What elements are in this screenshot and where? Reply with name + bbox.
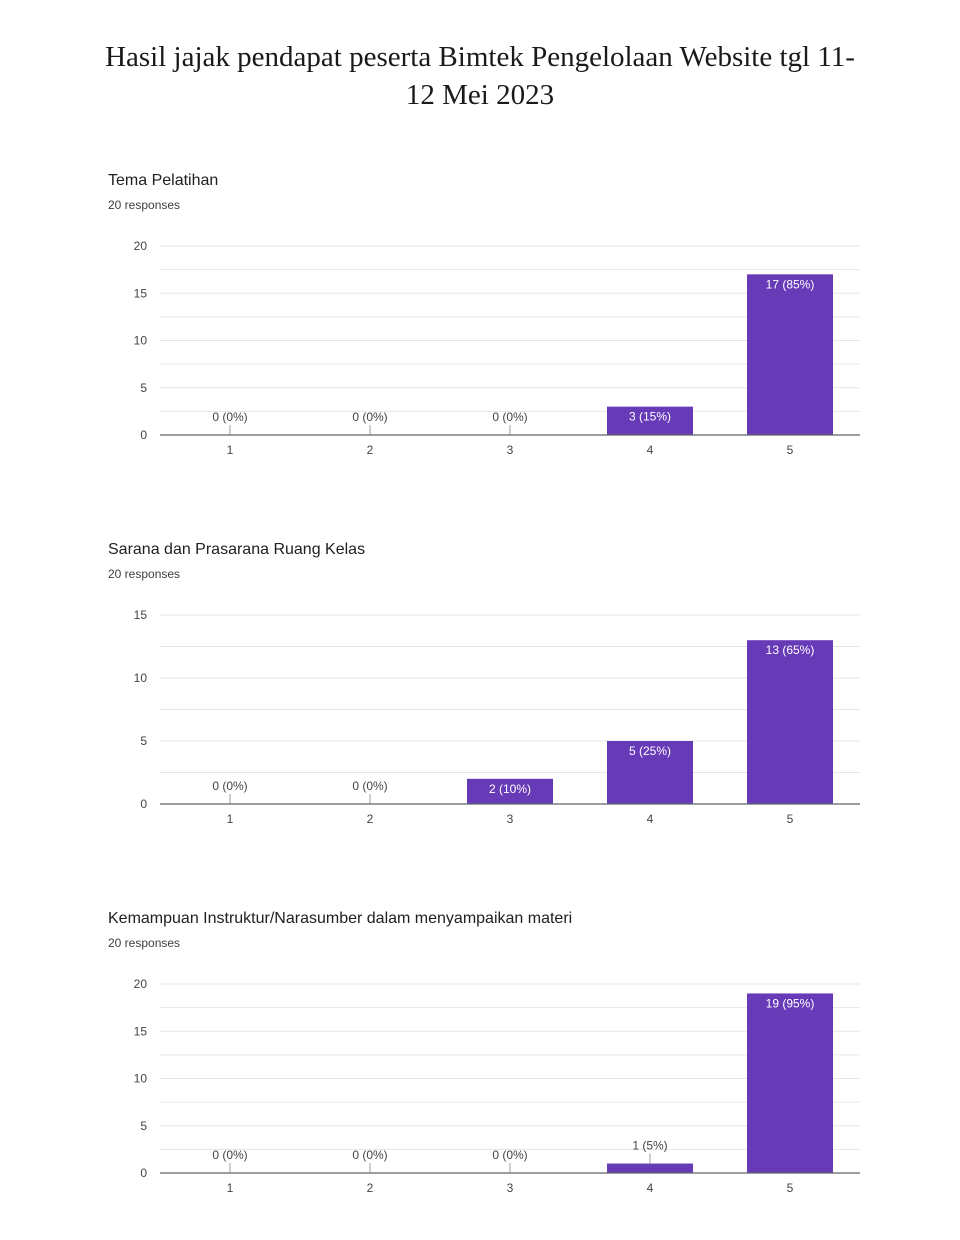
x-tick-label: 2 bbox=[367, 1181, 374, 1195]
y-tick-label: 10 bbox=[134, 671, 148, 685]
data-label: 0 (0%) bbox=[212, 410, 247, 424]
x-tick-label: 1 bbox=[227, 812, 234, 826]
x-tick-label: 2 bbox=[367, 443, 374, 457]
y-tick-label: 5 bbox=[140, 734, 147, 748]
data-label: 0 (0%) bbox=[212, 779, 247, 793]
x-tick-label: 4 bbox=[647, 1181, 654, 1195]
bar bbox=[607, 406, 693, 435]
x-tick-label: 4 bbox=[647, 812, 654, 826]
bar-chart: 0 5 10 15 0 (0%) 1 0 (0%) 2 2 (10%) 3 5 (25%) 4 13 (… bbox=[134, 608, 860, 826]
chart-response-count: 20 responses bbox=[108, 936, 181, 950]
bar-chart: 0 5 10 15 20 0 (0%) 1 0 (0%) 2 0 (0%) 3 3 (15%) 4 17 … bbox=[134, 239, 860, 457]
data-label: 0 (0%) bbox=[212, 1148, 247, 1162]
bar bbox=[747, 640, 833, 804]
bar bbox=[607, 741, 693, 804]
data-label: 3 (15%) bbox=[629, 410, 671, 424]
y-tick-label: 15 bbox=[134, 1024, 148, 1038]
data-label: 0 (0%) bbox=[492, 410, 527, 424]
y-tick-label: 10 bbox=[134, 334, 148, 348]
bar bbox=[467, 778, 553, 804]
data-label: 0 (0%) bbox=[492, 1148, 527, 1162]
y-tick-label: 20 bbox=[134, 977, 148, 991]
bar bbox=[607, 1163, 693, 1173]
page-title-line-1: Hasil jajak pendapat peserta Bimtek Peng… bbox=[105, 41, 855, 73]
x-tick-label: 5 bbox=[787, 1181, 794, 1195]
chart-sarana-prasarana: Sarana dan Prasarana Ruang Kelas 20 resp… bbox=[0, 541, 960, 871]
page-title: Hasil jajak pendapat peserta Bimtek Peng… bbox=[60, 38, 900, 114]
y-tick-label: 15 bbox=[134, 286, 148, 300]
data-label: 0 (0%) bbox=[352, 1148, 387, 1162]
data-label: 13 (65%) bbox=[766, 643, 815, 657]
chart-title: Kemampuan Instruktur/Narasumber dalam me… bbox=[108, 910, 573, 927]
chart-kemampuan-instruktur: Kemampuan Instruktur/Narasumber dalam me… bbox=[0, 910, 960, 1240]
bar bbox=[747, 993, 833, 1173]
data-label: 0 (0%) bbox=[352, 410, 387, 424]
y-tick-label: 5 bbox=[140, 381, 147, 395]
data-label: 17 (85%) bbox=[766, 277, 815, 291]
y-tick-label: 5 bbox=[140, 1119, 147, 1133]
chart-tema-pelatihan: Tema Pelatihan 20 responses 0 5 10 15 20 0 (0… bbox=[0, 172, 960, 502]
x-tick-label: 3 bbox=[507, 443, 514, 457]
y-tick-label: 20 bbox=[134, 239, 148, 253]
x-tick-label: 1 bbox=[227, 1181, 234, 1195]
x-tick-label: 4 bbox=[647, 443, 654, 457]
x-tick-label: 5 bbox=[787, 443, 794, 457]
bar bbox=[747, 274, 833, 435]
data-label: 5 (25%) bbox=[629, 744, 671, 758]
x-tick-label: 2 bbox=[367, 812, 374, 826]
y-tick-label: 0 bbox=[140, 428, 147, 442]
chart-title: Sarana dan Prasarana Ruang Kelas bbox=[108, 541, 366, 558]
x-tick-label: 5 bbox=[787, 812, 794, 826]
data-label: 19 (95%) bbox=[766, 996, 815, 1010]
data-label: 1 (5%) bbox=[632, 1139, 667, 1153]
chart-response-count: 20 responses bbox=[108, 198, 181, 212]
data-label: 2 (10%) bbox=[489, 782, 531, 796]
chart-title: Tema Pelatihan bbox=[108, 172, 219, 189]
x-tick-label: 1 bbox=[227, 443, 234, 457]
y-tick-label: 15 bbox=[134, 608, 148, 622]
y-tick-label: 10 bbox=[134, 1072, 148, 1086]
bar-chart: 0 5 10 15 20 0 (0%) 1 0 (0%) 2 0 (0%) 3 1 (5%) 4 19 (… bbox=[134, 977, 860, 1195]
page-title-line-2: 12 Mei 2023 bbox=[405, 79, 555, 111]
chart-response-count: 20 responses bbox=[108, 567, 181, 581]
x-tick-label: 3 bbox=[507, 1181, 514, 1195]
x-tick-label: 3 bbox=[507, 812, 514, 826]
data-label: 0 (0%) bbox=[352, 779, 387, 793]
y-tick-label: 0 bbox=[140, 1166, 147, 1180]
y-tick-label: 0 bbox=[140, 797, 147, 811]
